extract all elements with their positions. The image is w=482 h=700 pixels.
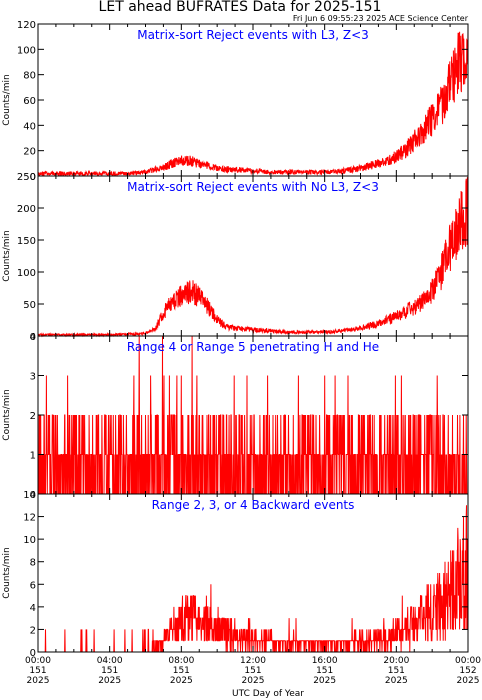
x-tick-label-day: 152 [459, 666, 476, 676]
y-tick-label: 100 [17, 268, 36, 279]
y-tick-label: 0 [30, 490, 36, 501]
y-axis-label: Counts/min [2, 547, 12, 598]
generation-timestamp: Fri Jun 6 09:55:23 2025 ACE Science Cent… [293, 14, 469, 23]
x-tick-label-time: 04:00 [97, 656, 123, 666]
x-tick-label-day: 151 [101, 666, 118, 676]
y-tick-label: 3 [30, 372, 36, 383]
y-tick-label: 6 [30, 580, 36, 591]
panel-title: Matrix-sort Reject events with L3, Z<3 [137, 28, 369, 42]
y-axis-label: Counts/min [2, 74, 12, 125]
panel-title: Range 2, 3, or 4 Backward events [152, 498, 355, 512]
y-tick-label: 20 [23, 147, 36, 158]
y-tick-label: 200 [17, 204, 36, 215]
x-tick-label-day: 151 [29, 666, 46, 676]
x-tick-label-time: 20:00 [383, 656, 409, 666]
y-axis-label: Counts/min [2, 230, 12, 281]
x-tick-label-day: 151 [244, 666, 261, 676]
x-tick-label-year: 2025 [385, 676, 408, 686]
y-tick-label: 0 [30, 648, 36, 659]
x-axis-tick-labels: 00:00151202504:00151202508:00151202512:0… [25, 656, 481, 686]
series-line [38, 505, 469, 653]
y-tick-label: 2 [30, 411, 36, 422]
x-tick-label-time: 12:00 [240, 656, 266, 666]
y-tick-label: 1 [30, 451, 36, 462]
x-axis-label: UTC Day of Year [232, 689, 304, 699]
x-tick-label-year: 2025 [170, 676, 193, 686]
y-axis-label: Counts/min [2, 389, 12, 440]
y-tick-label: 120 [17, 20, 36, 31]
panel-2: 0 50 100 150 200 250 Matrix-sort Reject events… [2, 172, 469, 343]
series-line [37, 335, 468, 495]
y-tick-label: 60 [23, 96, 36, 107]
panel-3: 0 1 2 3 4 Range 4 or Range 5 penetrating H an… [2, 332, 469, 501]
x-tick-label-day: 151 [388, 666, 405, 676]
x-tick-label-year: 2025 [313, 676, 336, 686]
y-tick-label: 150 [17, 236, 36, 247]
series-line [37, 27, 469, 178]
x-tick-label-year: 2025 [98, 676, 121, 686]
panel-1: 0 20 40 60 80 100 120 Matrix-sort Reject events… [2, 20, 469, 183]
panel-4: 0 2 4 6 8 10 12 14 Range 2, 3, or 4 Backward eve… [2, 490, 469, 659]
y-tick-label: 4 [30, 332, 36, 343]
y-tick-label: 0 [30, 172, 36, 183]
x-tick-label-time: 00:00 [25, 656, 51, 666]
x-tick-label-day: 151 [316, 666, 333, 676]
series-line [37, 177, 469, 338]
y-tick-label: 2 [30, 625, 36, 636]
y-tick-label: 40 [23, 121, 36, 132]
y-tick-label: 14 [23, 490, 36, 501]
y-tick-label: 250 [17, 172, 36, 183]
x-tick-label-time: 16:00 [312, 656, 338, 666]
x-tick-label-time: 00:00 [455, 656, 481, 666]
y-tick-label: 10 [23, 535, 36, 546]
x-tick-label-year: 2025 [242, 676, 265, 686]
y-tick-label: 8 [30, 558, 36, 569]
y-tick-label: 0 [30, 332, 36, 343]
plot-frame [37, 493, 469, 653]
x-tick-label-day: 151 [173, 666, 190, 676]
y-tick-label: 50 [23, 300, 36, 311]
x-tick-label-year: 2025 [457, 676, 480, 686]
y-tick-label: 12 [23, 513, 36, 524]
y-tick-label: 80 [23, 71, 36, 82]
figure-title: LET ahead BUFRATES Data for 2025-151 [99, 0, 382, 15]
y-tick-label: 100 [17, 45, 36, 56]
x-tick-label-year: 2025 [27, 676, 50, 686]
x-tick-label-time: 08:00 [168, 656, 194, 666]
y-tick-label: 4 [30, 603, 36, 614]
panel-title: Matrix-sort Reject events with No L3, Z<… [127, 180, 379, 194]
panel-title: Range 4 or Range 5 penetrating H and He [127, 340, 379, 354]
